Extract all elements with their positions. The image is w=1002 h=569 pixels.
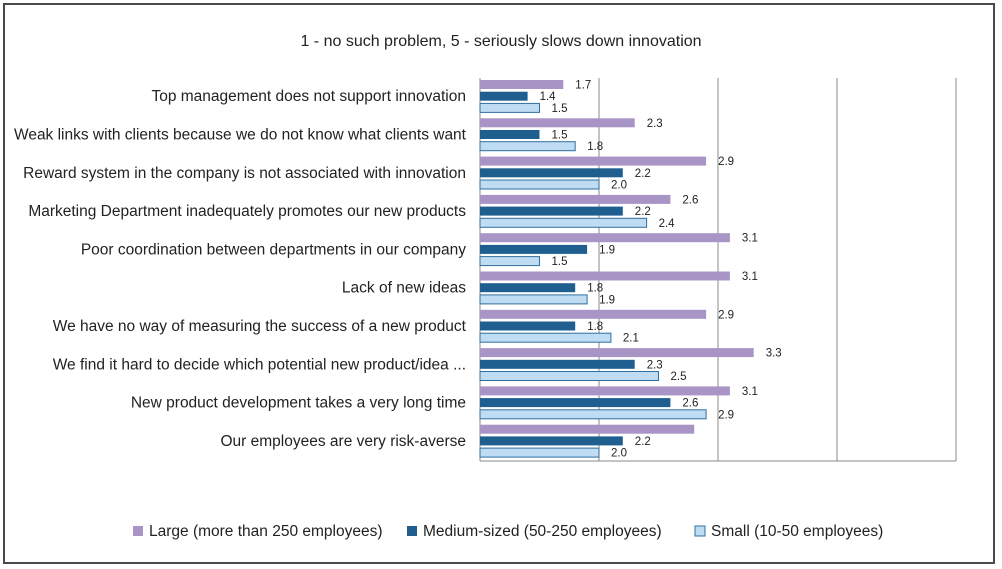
data-label: 1.5 (552, 256, 568, 268)
data-label: 1.8 (587, 283, 603, 295)
data-label: 3.1 (742, 271, 758, 283)
category-label: Our employees are very risk-averse (221, 433, 467, 450)
bar (480, 91, 528, 101)
bar (479, 447, 600, 458)
bar (480, 321, 576, 331)
legend-label: Large (more than 250 employees) (149, 523, 383, 540)
category-label: Weak links with clients because we do no… (14, 127, 467, 144)
data-label: 1.4 (540, 91, 557, 103)
data-label: 2.0 (611, 448, 627, 460)
data-label: 2.9 (718, 309, 734, 321)
bar (480, 168, 623, 178)
bar (479, 294, 588, 305)
data-label: 1.8 (587, 141, 603, 153)
bar (480, 233, 730, 243)
bar (480, 244, 588, 254)
legend-label: Small (10-50 employees) (711, 523, 883, 540)
category-label: New product development takes a very lon… (131, 395, 466, 412)
category-label: Reward system in the company is not asso… (23, 165, 466, 182)
category-label: We have no way of measuring the success … (53, 318, 467, 335)
category-label: Poor coordination between departments in… (81, 241, 466, 258)
bar (480, 348, 754, 358)
data-label: 2.1 (623, 333, 639, 345)
bar (480, 386, 730, 396)
data-label: 2.2 (635, 168, 651, 180)
bar (480, 130, 540, 139)
bar (479, 409, 707, 420)
category-label: Top management does not support innovati… (151, 88, 466, 105)
legend-swatch (407, 526, 417, 536)
data-label: 2.4 (659, 218, 676, 230)
data-label: 1.9 (599, 244, 615, 256)
data-label: 2.3 (647, 118, 663, 130)
bar (480, 271, 730, 281)
bar (480, 398, 671, 408)
bar (479, 371, 659, 381)
bar (480, 436, 623, 446)
bar (480, 424, 695, 434)
bar (480, 80, 564, 89)
data-label: 2.0 (611, 180, 627, 192)
data-label: 3.3 (766, 348, 782, 360)
bar (480, 359, 635, 369)
data-label: 2.6 (682, 194, 698, 206)
bar (479, 332, 612, 343)
data-label: 2.2 (635, 206, 651, 218)
category-label: Marketing Department inadequately promot… (28, 203, 466, 220)
bar (480, 283, 576, 293)
data-label: 1.5 (552, 130, 568, 142)
data-label: 1.7 (575, 80, 591, 92)
bar (480, 309, 707, 319)
data-label: 2.2 (635, 436, 651, 448)
bar (479, 141, 576, 152)
data-label: 2.5 (671, 371, 687, 383)
bar (479, 179, 600, 190)
bar (479, 217, 648, 228)
data-label: 2.9 (718, 156, 734, 168)
data-label: 1.8 (587, 321, 603, 333)
bar (480, 206, 623, 216)
legend-swatch (694, 525, 706, 537)
data-label: 1.5 (552, 103, 568, 115)
bar (479, 102, 540, 113)
bar (480, 194, 671, 204)
bar (480, 118, 635, 128)
legend-label: Medium-sized (50-250 employees) (423, 523, 662, 540)
data-label: 3.1 (742, 233, 758, 245)
data-label: 1.9 (599, 294, 615, 306)
bar (479, 256, 540, 267)
category-label: We find it hard to decide which potentia… (53, 356, 466, 373)
data-label: 2.3 (647, 359, 663, 371)
data-label: 2.9 (718, 409, 734, 421)
bar (480, 156, 707, 166)
legend-swatch (133, 526, 143, 536)
data-label: 3.1 (742, 386, 758, 398)
chart-title: 1 - no such problem, 5 - seriously slows… (300, 33, 701, 50)
category-label: Lack of new ideas (342, 280, 466, 297)
data-label: 2.6 (682, 398, 698, 410)
